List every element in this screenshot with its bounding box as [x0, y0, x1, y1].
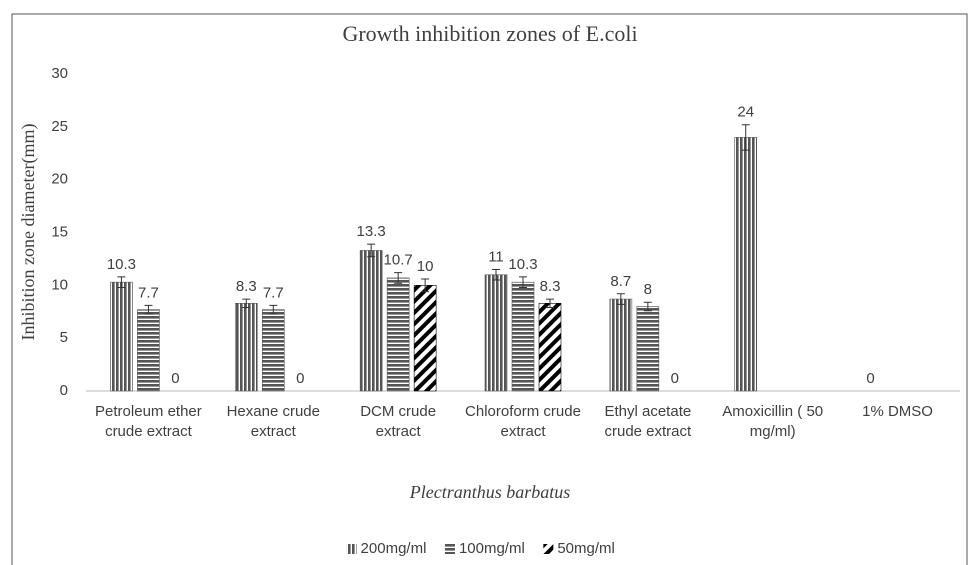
legend-swatch — [543, 544, 554, 554]
x-axis-label: Plectranthus barbatus — [409, 482, 571, 502]
data-label: 0 — [866, 370, 874, 387]
legend-label: 200mg/ml — [361, 540, 427, 557]
data-label: 8.3 — [236, 278, 257, 295]
error-bar — [242, 298, 251, 309]
legend-swatch — [444, 544, 455, 554]
data-label: 8.3 — [540, 278, 561, 295]
data-label: 10.3 — [107, 256, 136, 273]
error-bar — [269, 304, 278, 315]
error-bar — [421, 278, 430, 293]
y-tick-label: 10 — [51, 276, 68, 293]
y-axis-label: Inhibition zone diameter(mm) — [18, 124, 39, 341]
error-bar — [643, 301, 652, 312]
legend-swatch — [346, 544, 357, 554]
bar — [636, 306, 660, 392]
y-tick-label: 0 — [60, 382, 68, 399]
legend-label: 100mg/ml — [459, 540, 525, 557]
y-tick-label: 5 — [60, 329, 68, 346]
y-tick-label: 30 — [51, 65, 68, 82]
bar — [413, 285, 437, 392]
data-label: 13.3 — [357, 223, 386, 240]
data-label: 24 — [737, 104, 754, 121]
x-tick-label: Petroleum ether crude extract — [95, 403, 202, 440]
data-label: 7.7 — [138, 284, 159, 301]
bar — [734, 137, 758, 392]
chart-title: Growth inhibition zones of E.coli — [342, 21, 637, 46]
error-bar — [741, 124, 750, 151]
x-tick-label: Chloroform crude extract — [465, 403, 581, 440]
bar — [609, 298, 633, 392]
bar — [484, 274, 508, 392]
frame — [11, 13, 968, 565]
bar — [234, 302, 258, 392]
x-tick-label: Ethyl acetate crude extract — [604, 403, 692, 440]
error-bar — [144, 304, 153, 315]
data-label: 0 — [296, 370, 304, 387]
bar — [261, 309, 285, 392]
y-tick-label: 15 — [51, 223, 68, 240]
data-label: 8.7 — [610, 273, 631, 290]
y-tick-label: 20 — [51, 171, 68, 188]
x-tick-label: DCM crude extract — [360, 403, 437, 440]
error-bar — [519, 276, 527, 288]
data-label: 10 — [417, 258, 434, 275]
error-bar — [492, 268, 500, 281]
bar — [386, 277, 410, 392]
data-label: 11 — [488, 248, 504, 265]
data-label: 8 — [644, 281, 652, 298]
error-bar — [117, 276, 126, 288]
bar — [538, 302, 562, 392]
error-bar — [367, 243, 376, 258]
error-bar — [394, 272, 403, 284]
x-tick-label: Amoxicillin ( 50 mg/ml) — [722, 403, 824, 440]
error-bar — [616, 293, 625, 305]
data-label: 10.7 — [384, 252, 413, 269]
bar — [511, 281, 535, 392]
bar — [359, 250, 383, 392]
legend-label: 50mg/ml — [557, 540, 615, 557]
y-tick-label: 25 — [51, 118, 68, 135]
data-label: 7.7 — [263, 284, 284, 301]
x-tick-label: Hexane crude extract — [226, 403, 320, 440]
bar — [110, 281, 133, 392]
bar — [137, 309, 160, 392]
data-label: 10.3 — [508, 256, 537, 273]
x-tick-label: 1% DMSO — [862, 403, 933, 420]
error-bar — [546, 298, 554, 309]
data-label: 0 — [671, 370, 679, 387]
data-label: 0 — [171, 370, 179, 387]
